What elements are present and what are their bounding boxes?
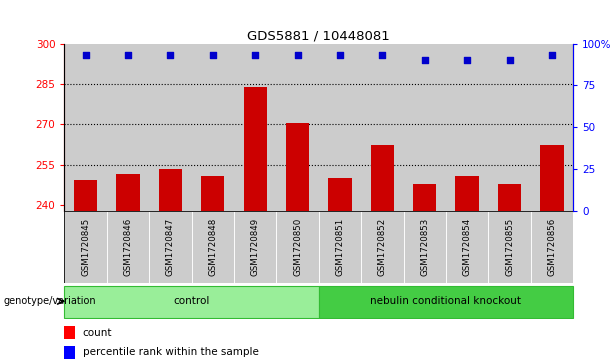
Bar	[286, 123, 309, 211]
Bar	[319, 44, 361, 211]
Bar	[361, 211, 403, 283]
Point	[378, 52, 387, 58]
Text: GSM1720846: GSM1720846	[123, 218, 132, 276]
Bar	[64, 346, 75, 359]
Bar	[64, 326, 75, 339]
Bar	[329, 178, 352, 211]
Bar	[64, 211, 107, 283]
Bar	[191, 44, 234, 211]
Text: GSM1720856: GSM1720856	[547, 218, 557, 276]
Title: GDS5881 / 10448081: GDS5881 / 10448081	[248, 29, 390, 42]
Bar	[446, 44, 489, 211]
Bar	[159, 169, 182, 211]
Point	[420, 57, 430, 63]
Bar	[107, 211, 149, 283]
Text: GSM1720847: GSM1720847	[166, 218, 175, 276]
Bar	[403, 44, 446, 211]
Bar	[319, 211, 361, 283]
Bar	[361, 44, 403, 211]
Point	[504, 57, 514, 63]
Bar	[234, 211, 276, 283]
Point	[250, 52, 260, 58]
Bar	[64, 286, 319, 318]
Point	[335, 52, 345, 58]
Point	[462, 57, 472, 63]
Bar	[276, 44, 319, 211]
Bar	[531, 211, 573, 283]
Text: GSM1720852: GSM1720852	[378, 218, 387, 276]
Text: control: control	[173, 296, 210, 306]
Bar	[371, 144, 394, 211]
Bar	[455, 176, 479, 211]
Point	[123, 52, 133, 58]
Bar	[243, 87, 267, 211]
Bar	[201, 176, 224, 211]
Bar	[149, 44, 192, 211]
Point	[292, 52, 302, 58]
Bar	[531, 44, 573, 211]
Bar	[116, 174, 140, 211]
Text: GSM1720853: GSM1720853	[421, 218, 429, 276]
Point	[208, 52, 218, 58]
Text: GSM1720848: GSM1720848	[208, 218, 217, 276]
Bar	[234, 44, 276, 211]
Text: GSM1720850: GSM1720850	[293, 218, 302, 276]
Bar	[489, 44, 531, 211]
Point	[166, 52, 175, 58]
Text: GSM1720851: GSM1720851	[335, 218, 345, 276]
Text: percentile rank within the sample: percentile rank within the sample	[83, 347, 259, 357]
Bar	[498, 184, 521, 211]
Text: GSM1720855: GSM1720855	[505, 218, 514, 276]
Bar	[107, 44, 149, 211]
Bar	[413, 184, 436, 211]
Bar	[446, 211, 489, 283]
Point	[547, 52, 557, 58]
Bar	[149, 211, 192, 283]
Bar	[489, 211, 531, 283]
Text: genotype/variation: genotype/variation	[3, 296, 96, 306]
Bar	[64, 44, 107, 211]
Bar	[403, 211, 446, 283]
Bar	[540, 144, 563, 211]
Text: GSM1720854: GSM1720854	[463, 218, 471, 276]
Text: nebulin conditional knockout: nebulin conditional knockout	[370, 296, 522, 306]
Bar	[276, 211, 319, 283]
Text: GSM1720849: GSM1720849	[251, 218, 260, 276]
Text: GSM1720845: GSM1720845	[81, 218, 90, 276]
Bar	[191, 211, 234, 283]
Point	[81, 52, 91, 58]
Text: count: count	[83, 327, 112, 338]
Bar	[319, 286, 573, 318]
Bar	[74, 180, 97, 211]
